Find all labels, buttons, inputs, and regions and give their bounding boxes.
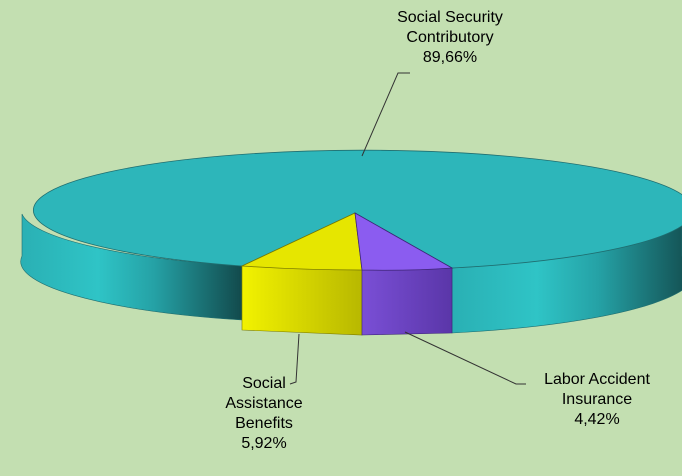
slice-labor-accident-side <box>361 267 453 336</box>
slice-social-assistance <box>240 212 363 271</box>
leader-line-social-security <box>361 72 410 157</box>
slice-social-security <box>32 149 682 269</box>
leader-line-labor-accident <box>404 331 526 385</box>
slice-labor-accident <box>354 212 454 271</box>
label-labor-accident: Labor Accident Insurance 4,42% <box>544 371 650 428</box>
leader-line-social-assistance <box>289 333 300 385</box>
slice-social-assistance-side <box>241 265 363 336</box>
slice-social-security-side <box>20 213 243 321</box>
label-social-security: Social Security Contributory 89,66% <box>397 9 503 66</box>
label-social-assistance: Social Assistance Benefits 5,92% <box>225 375 303 452</box>
